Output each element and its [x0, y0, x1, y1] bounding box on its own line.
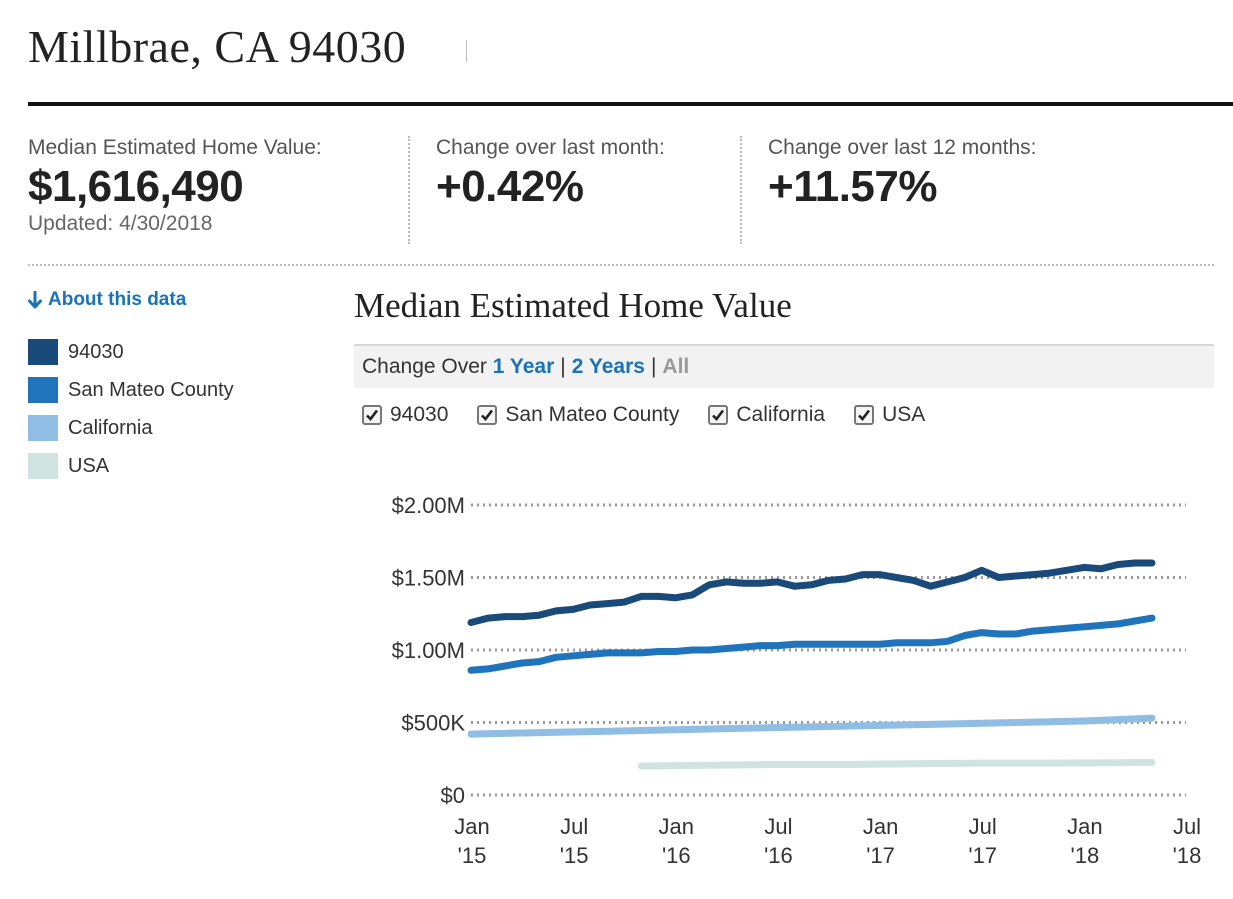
toggle-label: San Mateo County: [505, 403, 680, 426]
legend-item-94030: 94030: [28, 333, 234, 371]
stat-divider: [408, 136, 410, 244]
year-change-value: +11.57%: [768, 162, 937, 211]
month-change-stat: Change over last month: +0.42%: [436, 136, 665, 212]
arrow-down-icon: [28, 291, 42, 309]
series-line-usa: [637, 758, 1156, 770]
x-tick-year-label: '18: [1173, 843, 1202, 868]
page-title: Millbrae, CA 94030: [28, 21, 407, 72]
legend-label: California: [68, 416, 153, 439]
year-change-stat: Change over last 12 months: +11.57%: [768, 136, 1037, 212]
median-value: $1,616,490: [28, 162, 244, 211]
chart-title: Median Estimated Home Value: [354, 286, 792, 325]
title-divider: [466, 40, 467, 62]
month-change-label: Change over last month:: [436, 136, 665, 159]
toggle-94030[interactable]: 94030: [362, 403, 448, 427]
toggle-label: 94030: [390, 403, 449, 426]
series-line-san-mateo-county: [467, 614, 1156, 674]
x-tick-label: Jul: [560, 814, 588, 839]
legend-swatch: [28, 377, 58, 403]
checkbox-checked-icon[interactable]: [708, 405, 729, 425]
toggle-california[interactable]: California: [708, 403, 825, 427]
median-value-label: Median Estimated Home Value:: [28, 136, 322, 159]
legend-swatch: [28, 415, 58, 441]
x-tick-label: Jan: [659, 814, 694, 839]
series-toggles: 94030 San Mateo County California USA: [362, 403, 954, 427]
year-change-label: Change over last 12 months:: [768, 136, 1037, 159]
median-value-stat: Median Estimated Home Value: $1,616,490 …: [28, 136, 322, 236]
range-separator: |: [650, 355, 657, 378]
x-tick-label: Jan: [863, 814, 898, 839]
checkbox-checked-icon[interactable]: [477, 405, 498, 425]
x-tick-label: Jul: [764, 814, 792, 839]
legend-label: San Mateo County: [68, 378, 234, 401]
x-tick-year-label: '17: [968, 843, 997, 868]
range-separator: |: [560, 355, 566, 378]
x-tick-year-label: '17: [866, 843, 895, 868]
x-tick-year-label: '18: [1071, 843, 1100, 868]
range-prefix: Change Over: [362, 355, 487, 378]
toggle-san-mateo[interactable]: San Mateo County: [477, 403, 679, 427]
about-data-label: About this data: [48, 289, 187, 310]
range-all-link[interactable]: All: [662, 355, 690, 378]
chart-legend: 94030 San Mateo County California USA: [28, 333, 234, 485]
updated-date: Updated: 4/30/2018: [28, 212, 213, 235]
legend-label: 94030: [68, 340, 124, 363]
checkbox-checked-icon[interactable]: [854, 405, 875, 425]
toggle-label: USA: [882, 403, 926, 426]
legend-item-usa: USA: [28, 447, 234, 485]
y-tick-label: $1.00M: [392, 638, 465, 663]
checkbox-checked-icon[interactable]: [362, 405, 382, 425]
range-selector: Change Over 1 Year | 2 Years | All: [354, 344, 1214, 388]
legend-item-san-mateo: San Mateo County: [28, 371, 234, 409]
x-tick-label: Jan: [1067, 814, 1102, 839]
month-change-value: +0.42%: [436, 162, 584, 211]
legend-item-california: California: [28, 409, 234, 447]
y-tick-label: $0: [441, 783, 465, 808]
toggle-usa[interactable]: USA: [854, 403, 925, 427]
x-tick-year-label: '15: [458, 843, 487, 868]
stat-divider: [740, 136, 742, 244]
x-tick-year-label: '15: [560, 843, 589, 868]
x-tick-label: Jul: [1173, 814, 1201, 839]
about-data-link[interactable]: About this data: [28, 289, 186, 311]
toggle-label: California: [736, 403, 826, 426]
x-tick-label: Jul: [969, 814, 997, 839]
x-tick-year-label: '16: [764, 843, 793, 868]
x-tick-label: Jan: [454, 814, 489, 839]
range-2-years-link[interactable]: 2 Years: [571, 355, 645, 378]
y-tick-label: $2.00M: [392, 493, 465, 518]
series-line-california: [467, 714, 1156, 738]
title-rule: [28, 102, 1233, 106]
legend-label: USA: [68, 454, 110, 477]
series-line-94030: [467, 559, 1156, 626]
y-tick-label: $500K: [401, 711, 465, 736]
x-tick-year-label: '16: [662, 843, 691, 868]
range-1-year-link[interactable]: 1 Year: [492, 355, 555, 378]
section-divider: [28, 264, 1214, 266]
y-tick-label: $1.50M: [392, 566, 465, 591]
legend-swatch: [28, 453, 58, 479]
legend-swatch: [28, 339, 58, 365]
